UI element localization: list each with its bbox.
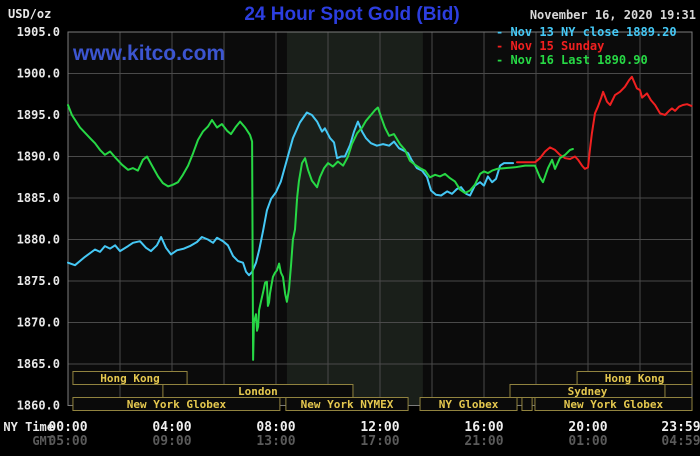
x-tick-gmt-label: 17:00 [360,434,399,449]
session-box [419,397,518,411]
gmt-row-label: GMT [32,434,54,448]
y-tick-label: 1895.0 [17,108,60,122]
y-axis-unit-label: USD/oz [8,7,52,21]
session-label: Sydney [568,385,608,398]
chart-timestamp: November 16, 2020 19:31 [529,8,696,22]
session-label: NY Globex [439,398,499,411]
session-label: Hong Kong [605,372,665,385]
session-box [285,397,409,411]
session-label: New York Globex [127,398,227,411]
x-tick-gmt-label: 09:00 [152,434,191,449]
y-tick-label: 1885.0 [17,191,60,205]
y-tick-label: 1865.0 [17,357,60,371]
session-label: New York NYMEX [301,398,394,411]
y-tick-label: 1870.0 [17,316,60,330]
x-tick-ny-label: 04:00 [152,420,191,435]
x-tick-gmt-label: 05:00 [48,434,87,449]
x-tick-ny-label: 00:00 [48,420,87,435]
ny-time-row-label: NY Time [3,420,54,434]
page-title: 24 Hour Spot Gold (Bid) [244,4,460,25]
y-tick-label: 1890.0 [17,150,60,164]
y-tick-label: 1900.0 [17,67,60,81]
price-line [516,75,693,170]
x-tick-gmt-label: 21:00 [464,434,503,449]
x-tick-ny-label: 08:00 [256,420,295,435]
session-box [72,371,188,385]
price-line [67,111,515,277]
legend-item: - Nov 16 Last 1890.90 [496,53,648,67]
y-tick-label: 1875.0 [17,274,60,288]
x-tick-ny-label: 23:59 [661,420,700,435]
x-tick-ny-label: 20:00 [568,420,607,435]
x-tick-ny-label: 12:00 [360,420,399,435]
legend-item: - Nov 13 NY close 1889.20 [496,25,677,39]
x-tick-gmt-label: 04:59 [661,434,700,449]
session-box [72,397,281,411]
legend-item: - Nov 15 Sunday [496,39,605,53]
y-tick-label: 1860.0 [17,399,60,413]
kitco-watermark-link: www.kitco.com [73,42,226,65]
shaded-region [286,32,423,406]
x-tick-gmt-label: 13:00 [256,434,295,449]
x-tick-ny-label: 16:00 [464,420,503,435]
y-tick-label: 1905.0 [17,25,60,39]
price-line [67,104,574,361]
x-tick-gmt-label: 01:00 [568,434,607,449]
session-label: Hong Kong [100,372,160,385]
session-box [534,397,693,411]
session-box [521,397,533,411]
y-tick-label: 1880.0 [17,233,60,247]
legend: - Nov 13 NY close 1889.20- Nov 15 Sunday… [496,25,696,67]
session-label: New York Globex [564,398,664,411]
session-label: London [238,385,278,398]
